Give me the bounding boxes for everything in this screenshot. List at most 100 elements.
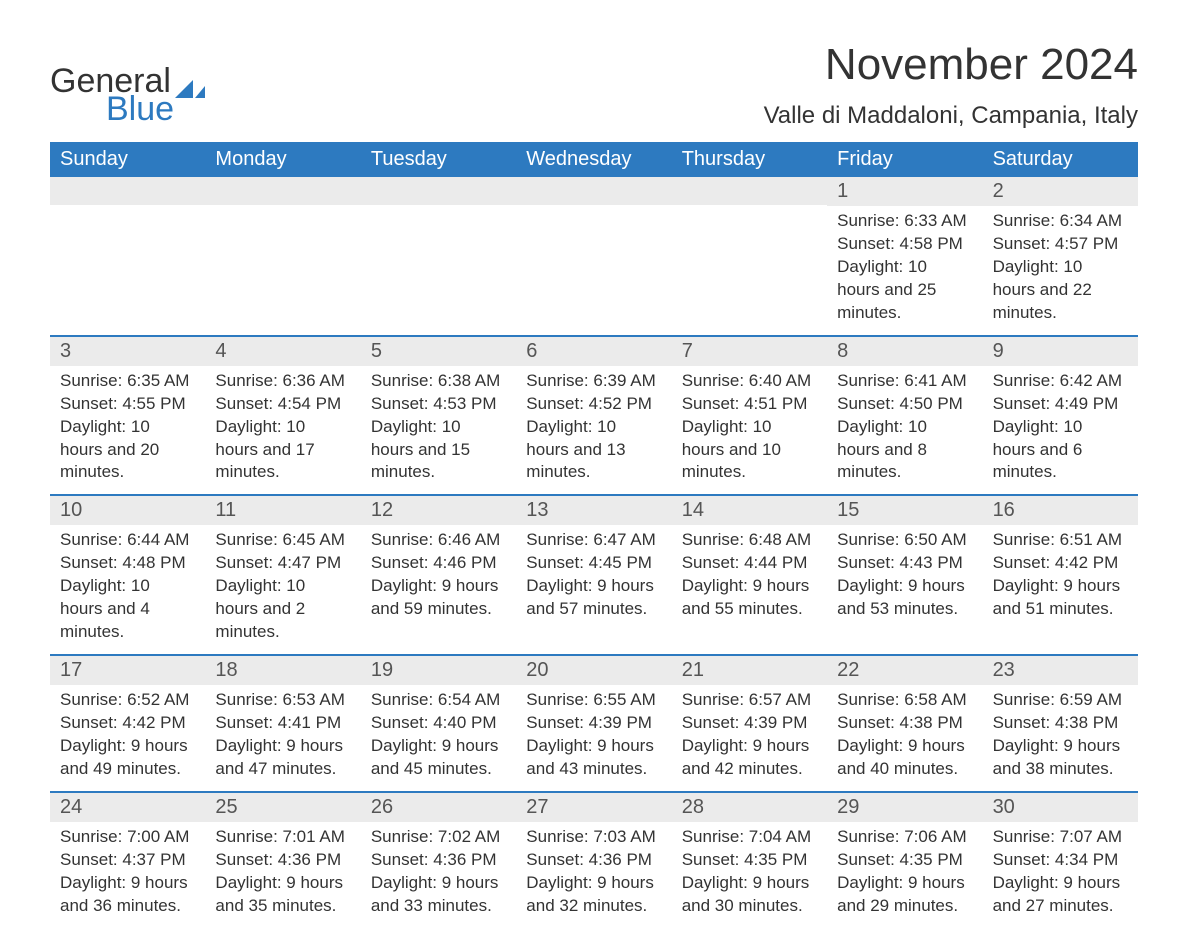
day-details: Sunrise: 6:39 AMSunset: 4:52 PMDaylight:… [516, 366, 671, 495]
empty-day-bar [516, 177, 671, 205]
weekday-header: Monday [205, 142, 360, 177]
sunrise-line: Sunrise: 7:02 AM [371, 826, 506, 849]
day-details: Sunrise: 7:01 AMSunset: 4:36 PMDaylight:… [205, 822, 360, 928]
sunset-line: Sunset: 4:36 PM [215, 849, 350, 872]
sunset-line: Sunset: 4:37 PM [60, 849, 195, 872]
sunrise-line: Sunrise: 6:47 AM [526, 529, 661, 552]
daylight-line: Daylight: 9 hours and 32 minutes. [526, 872, 661, 918]
daylight-line: Daylight: 9 hours and 38 minutes. [993, 735, 1128, 781]
day-cell: 17Sunrise: 6:52 AMSunset: 4:42 PMDayligh… [50, 656, 205, 791]
day-number: 5 [361, 337, 516, 366]
calendar-grid: SundayMondayTuesdayWednesdayThursdayFrid… [50, 142, 1138, 928]
day-cell: 29Sunrise: 7:06 AMSunset: 4:35 PMDayligh… [827, 793, 982, 928]
day-number: 17 [50, 656, 205, 685]
day-number: 6 [516, 337, 671, 366]
daylight-line: Daylight: 9 hours and 47 minutes. [215, 735, 350, 781]
day-number: 22 [827, 656, 982, 685]
day-number: 26 [361, 793, 516, 822]
day-details: Sunrise: 6:53 AMSunset: 4:41 PMDaylight:… [205, 685, 360, 791]
day-details: Sunrise: 7:07 AMSunset: 4:34 PMDaylight:… [983, 822, 1138, 928]
daylight-line: Daylight: 10 hours and 4 minutes. [60, 575, 195, 644]
sunset-line: Sunset: 4:48 PM [60, 552, 195, 575]
day-details: Sunrise: 6:58 AMSunset: 4:38 PMDaylight:… [827, 685, 982, 791]
day-cell: 28Sunrise: 7:04 AMSunset: 4:35 PMDayligh… [672, 793, 827, 928]
sunrise-line: Sunrise: 7:03 AM [526, 826, 661, 849]
day-details: Sunrise: 6:38 AMSunset: 4:53 PMDaylight:… [361, 366, 516, 495]
sunset-line: Sunset: 4:51 PM [682, 393, 817, 416]
day-cell: 24Sunrise: 7:00 AMSunset: 4:37 PMDayligh… [50, 793, 205, 928]
day-number: 11 [205, 496, 360, 525]
daylight-line: Daylight: 9 hours and 27 minutes. [993, 872, 1128, 918]
day-number: 9 [983, 337, 1138, 366]
daylight-line: Daylight: 9 hours and 30 minutes. [682, 872, 817, 918]
sunrise-line: Sunrise: 6:42 AM [993, 370, 1128, 393]
sunset-line: Sunset: 4:38 PM [837, 712, 972, 735]
day-details: Sunrise: 6:36 AMSunset: 4:54 PMDaylight:… [205, 366, 360, 495]
day-cell: 12Sunrise: 6:46 AMSunset: 4:46 PMDayligh… [361, 496, 516, 654]
sunrise-line: Sunrise: 6:58 AM [837, 689, 972, 712]
daylight-line: Daylight: 10 hours and 6 minutes. [993, 416, 1128, 485]
sunset-line: Sunset: 4:54 PM [215, 393, 350, 416]
weeks-container: 1Sunrise: 6:33 AMSunset: 4:58 PMDaylight… [50, 177, 1138, 928]
day-details: Sunrise: 7:06 AMSunset: 4:35 PMDaylight:… [827, 822, 982, 928]
sunset-line: Sunset: 4:50 PM [837, 393, 972, 416]
daylight-line: Daylight: 9 hours and 40 minutes. [837, 735, 972, 781]
sunrise-line: Sunrise: 6:40 AM [682, 370, 817, 393]
sunrise-line: Sunrise: 6:41 AM [837, 370, 972, 393]
day-cell: 25Sunrise: 7:01 AMSunset: 4:36 PMDayligh… [205, 793, 360, 928]
day-cell: 5Sunrise: 6:38 AMSunset: 4:53 PMDaylight… [361, 337, 516, 495]
sunrise-line: Sunrise: 6:45 AM [215, 529, 350, 552]
day-details: Sunrise: 6:44 AMSunset: 4:48 PMDaylight:… [50, 525, 205, 654]
daylight-line: Daylight: 10 hours and 2 minutes. [215, 575, 350, 644]
sunrise-line: Sunrise: 7:07 AM [993, 826, 1128, 849]
sunrise-line: Sunrise: 6:50 AM [837, 529, 972, 552]
title-block: November 2024 Valle di Maddaloni, Campan… [764, 40, 1138, 130]
sunrise-line: Sunrise: 6:34 AM [993, 210, 1128, 233]
sunset-line: Sunset: 4:46 PM [371, 552, 506, 575]
sunset-line: Sunset: 4:35 PM [837, 849, 972, 872]
sunset-line: Sunset: 4:34 PM [993, 849, 1128, 872]
day-cell: 30Sunrise: 7:07 AMSunset: 4:34 PMDayligh… [983, 793, 1138, 928]
day-cell: 1Sunrise: 6:33 AMSunset: 4:58 PMDaylight… [827, 177, 982, 335]
day-cell: 22Sunrise: 6:58 AMSunset: 4:38 PMDayligh… [827, 656, 982, 791]
daylight-line: Daylight: 9 hours and 49 minutes. [60, 735, 195, 781]
sunset-line: Sunset: 4:42 PM [60, 712, 195, 735]
sunrise-line: Sunrise: 6:46 AM [371, 529, 506, 552]
empty-day-bar [672, 177, 827, 205]
sunrise-line: Sunrise: 6:53 AM [215, 689, 350, 712]
day-details: Sunrise: 6:40 AMSunset: 4:51 PMDaylight:… [672, 366, 827, 495]
sunset-line: Sunset: 4:55 PM [60, 393, 195, 416]
day-details: Sunrise: 6:34 AMSunset: 4:57 PMDaylight:… [983, 206, 1138, 335]
weekday-header: Wednesday [516, 142, 671, 177]
daylight-line: Daylight: 9 hours and 59 minutes. [371, 575, 506, 621]
sunset-line: Sunset: 4:35 PM [682, 849, 817, 872]
day-details: Sunrise: 7:00 AMSunset: 4:37 PMDaylight:… [50, 822, 205, 928]
day-details: Sunrise: 6:55 AMSunset: 4:39 PMDaylight:… [516, 685, 671, 791]
day-details: Sunrise: 6:48 AMSunset: 4:44 PMDaylight:… [672, 525, 827, 631]
daylight-line: Daylight: 9 hours and 45 minutes. [371, 735, 506, 781]
weekday-header: Sunday [50, 142, 205, 177]
sunrise-line: Sunrise: 6:48 AM [682, 529, 817, 552]
day-cell: 27Sunrise: 7:03 AMSunset: 4:36 PMDayligh… [516, 793, 671, 928]
sunset-line: Sunset: 4:41 PM [215, 712, 350, 735]
day-cell: 21Sunrise: 6:57 AMSunset: 4:39 PMDayligh… [672, 656, 827, 791]
sunset-line: Sunset: 4:42 PM [993, 552, 1128, 575]
day-cell: 26 Sunrise: 7:02 AMSunset: 4:36 PMDayligh… [361, 793, 516, 928]
day-number: 16 [983, 496, 1138, 525]
weekday-header: Saturday [983, 142, 1138, 177]
day-cell: 14Sunrise: 6:48 AMSunset: 4:44 PMDayligh… [672, 496, 827, 654]
day-number: 8 [827, 337, 982, 366]
sunrise-line: Sunrise: 6:35 AM [60, 370, 195, 393]
day-cell: 23Sunrise: 6:59 AMSunset: 4:38 PMDayligh… [983, 656, 1138, 791]
day-number: 30 [983, 793, 1138, 822]
day-cell: 3Sunrise: 6:35 AMSunset: 4:55 PMDaylight… [50, 337, 205, 495]
week-row: 17Sunrise: 6:52 AMSunset: 4:42 PMDayligh… [50, 654, 1138, 791]
sunset-line: Sunset: 4:36 PM [371, 849, 506, 872]
sunrise-line: Sunrise: 7:04 AM [682, 826, 817, 849]
daylight-line: Daylight: 10 hours and 22 minutes. [993, 256, 1128, 325]
location-subtitle: Valle di Maddaloni, Campania, Italy [764, 102, 1138, 130]
daylight-line: Daylight: 9 hours and 33 minutes. [371, 872, 506, 918]
day-number: 1 [827, 177, 982, 206]
day-details: Sunrise: 6:42 AMSunset: 4:49 PMDaylight:… [983, 366, 1138, 495]
sunrise-line: Sunrise: 6:44 AM [60, 529, 195, 552]
